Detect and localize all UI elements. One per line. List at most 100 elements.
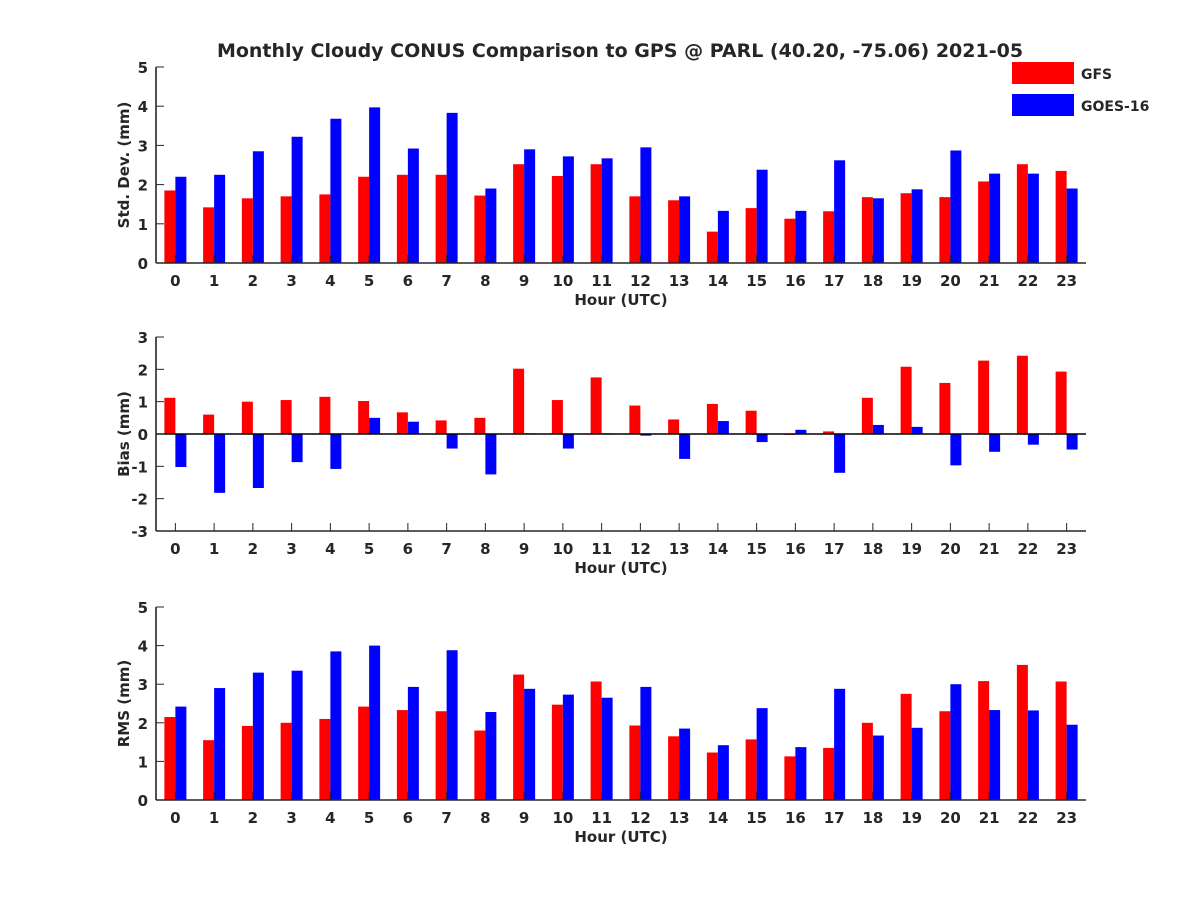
bar-gfs-hour-1 [203, 740, 215, 800]
bar-goes16-hour-13 [679, 728, 691, 800]
x-tick-label: 13 [669, 809, 690, 827]
x-tick-label: 16 [785, 272, 806, 290]
bar-goes16-hour-12 [640, 147, 652, 263]
bar-goes16-hour-3 [291, 670, 303, 800]
bar-gfs-hour-21 [978, 360, 990, 434]
y-tick-label: 0 [138, 426, 148, 444]
bar-goes16-hour-21 [989, 173, 1001, 263]
bar-goes16-hour-4 [330, 434, 342, 469]
x-tick-label: 12 [630, 540, 651, 558]
bar-gfs-hour-7 [435, 420, 447, 434]
bar-goes16-hour-8 [485, 711, 497, 800]
y-tick-label: 2 [138, 177, 148, 195]
legend-label-goes16: GOES-16 [1081, 99, 1149, 115]
bar-gfs-hour-10 [551, 175, 563, 263]
x-tick-label: 10 [552, 809, 573, 827]
bar-gfs-hour-12 [629, 196, 641, 263]
figure-title: Monthly Cloudy CONUS Comparison to GPS @… [217, 40, 1023, 62]
y-tick-label: 4 [138, 638, 148, 656]
x-tick-label: 9 [519, 272, 529, 290]
x-axis-label: Hour (UTC) [574, 828, 667, 846]
bar-gfs-hour-9 [513, 674, 525, 800]
bar-gfs-hour-0 [164, 397, 176, 434]
x-tick-label: 23 [1056, 809, 1077, 827]
x-tick-label: 2 [248, 809, 258, 827]
bar-gfs-hour-4 [319, 718, 331, 800]
bar-gfs-hour-19 [900, 366, 912, 434]
bar-gfs-hour-7 [435, 711, 447, 800]
bar-goes16-hour-0 [175, 434, 187, 467]
bar-gfs-hour-5 [358, 706, 370, 800]
bar-gfs-hour-5 [358, 176, 370, 263]
bar-goes16-hour-17 [834, 160, 846, 263]
bar-goes16-hour-12 [640, 434, 652, 436]
bar-gfs-hour-11 [590, 377, 602, 434]
x-tick-label: 6 [403, 540, 413, 558]
x-tick-label: 0 [170, 809, 180, 827]
x-tick-label: 8 [480, 540, 490, 558]
bar-gfs-hour-11 [590, 681, 602, 800]
y-tick-label: -3 [131, 523, 148, 541]
x-tick-label: 13 [669, 540, 690, 558]
bar-gfs-hour-22 [1016, 164, 1028, 263]
x-tick-label: 7 [441, 540, 451, 558]
bar-gfs-hour-22 [1016, 355, 1028, 434]
bar-goes16-hour-0 [175, 176, 187, 263]
x-tick-label: 19 [901, 540, 922, 558]
x-tick-label: 12 [630, 809, 651, 827]
x-tick-label: 3 [286, 272, 296, 290]
x-tick-label: 11 [591, 272, 612, 290]
bar-gfs-hour-17 [823, 747, 835, 800]
bar-gfs-hour-19 [900, 693, 912, 800]
x-tick-label: 10 [552, 540, 573, 558]
bar-gfs-hour-8 [474, 730, 486, 800]
y-axis-label: RMS (mm) [115, 660, 133, 747]
x-tick-label: 0 [170, 272, 180, 290]
bar-goes16-hour-23 [1066, 724, 1078, 800]
x-axis-label: Hour (UTC) [574, 291, 667, 309]
bar-goes16-hour-7 [446, 112, 458, 263]
bar-goes16-hour-1 [214, 434, 226, 493]
bar-goes16-hour-0 [175, 706, 187, 800]
bar-goes16-hour-5 [369, 417, 381, 434]
bar-gfs-hour-8 [474, 195, 486, 263]
bar-gfs-hour-13 [668, 419, 680, 434]
x-tick-label: 22 [1017, 272, 1038, 290]
legend-swatch-gfs [1012, 62, 1074, 84]
bar-gfs-hour-2 [241, 198, 253, 263]
bar-gfs-hour-15 [745, 208, 757, 263]
x-tick-label: 9 [519, 540, 529, 558]
x-tick-label: 16 [785, 540, 806, 558]
bar-gfs-hour-5 [358, 401, 370, 434]
bar-gfs-hour-2 [241, 401, 253, 434]
bar-goes16-hour-4 [330, 118, 342, 263]
x-tick-label: 5 [364, 540, 374, 558]
x-tick-label: 17 [824, 272, 845, 290]
bar-goes16-hour-17 [834, 688, 846, 800]
bar-gfs-hour-16 [784, 218, 796, 263]
bar-gfs-hour-21 [978, 181, 990, 263]
bar-gfs-hour-3 [280, 400, 292, 434]
bar-gfs-hour-18 [861, 397, 873, 434]
y-tick-label: 5 [138, 59, 148, 77]
bar-goes16-hour-16 [795, 429, 807, 434]
bar-gfs-hour-3 [280, 722, 292, 800]
x-tick-label: 23 [1056, 540, 1077, 558]
x-tick-label: 17 [824, 809, 845, 827]
bar-goes16-hour-16 [795, 210, 807, 263]
bar-gfs-hour-3 [280, 196, 292, 263]
bar-goes16-hour-11 [601, 697, 613, 800]
bar-goes16-hour-23 [1066, 434, 1078, 450]
y-tick-label: 2 [138, 361, 148, 379]
bar-gfs-hour-10 [551, 704, 563, 800]
bar-gfs-hour-20 [939, 197, 951, 263]
bar-goes16-hour-22 [1027, 173, 1039, 263]
bar-gfs-hour-23 [1055, 371, 1067, 434]
bar-gfs-hour-19 [900, 193, 912, 263]
y-tick-label: 0 [138, 792, 148, 810]
x-tick-label: 7 [441, 809, 451, 827]
